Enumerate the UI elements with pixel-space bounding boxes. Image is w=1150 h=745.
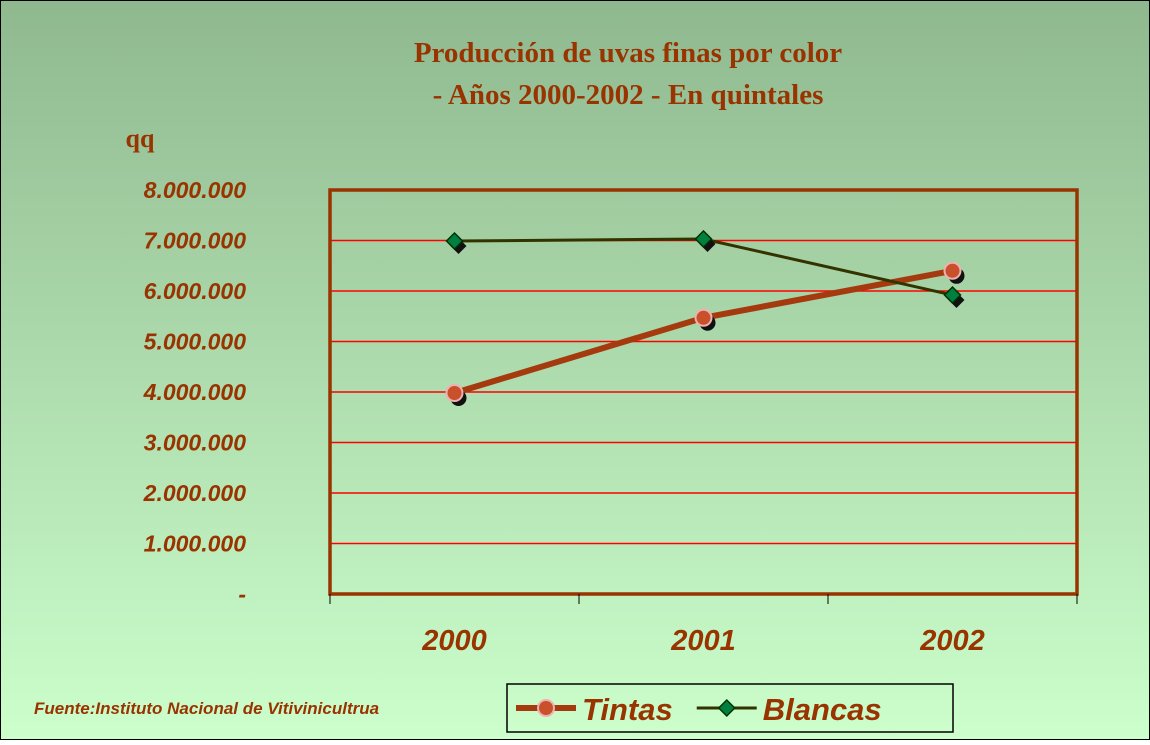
y-tick-label: 8.000.000: [144, 177, 247, 203]
data-point: [943, 285, 962, 305]
data-point: [445, 384, 464, 403]
y-tick-label: 7.000.000: [144, 228, 247, 254]
legend-label: Blancas: [763, 692, 882, 727]
y-tick-label: 2.000.000: [143, 480, 247, 506]
chart-subtitle: - Años 2000-2002 - En quintales: [433, 79, 824, 111]
y-tick-label: 5.000.000: [144, 329, 247, 355]
chart-title: Producción de uvas finas por color: [414, 37, 842, 69]
data-point: [445, 231, 464, 251]
x-tick-label: 2002: [919, 625, 985, 657]
data-point: [694, 308, 713, 327]
legend-box: [506, 683, 954, 733]
y-axis-label: qq: [126, 124, 155, 153]
source-note: Fuente:Instituto Nacional de Vitivinicul…: [34, 699, 379, 718]
y-tick-label: 4.000.000: [143, 379, 247, 405]
y-tick-label: 3.000.000: [144, 430, 247, 456]
y-tick-label: 1.000.000: [144, 531, 247, 557]
x-tick-label: 2000: [421, 625, 487, 657]
plot-border: [328, 188, 1079, 596]
y-tick-label: -: [238, 581, 246, 607]
legend-marker: [537, 699, 555, 717]
data-point: [943, 261, 962, 280]
legend-marker: [717, 698, 736, 718]
y-tick-label: 6.000.000: [144, 278, 247, 304]
x-tick-label: 2001: [670, 625, 736, 657]
data-point: [694, 229, 713, 249]
legend-label: Tintas: [582, 692, 673, 727]
